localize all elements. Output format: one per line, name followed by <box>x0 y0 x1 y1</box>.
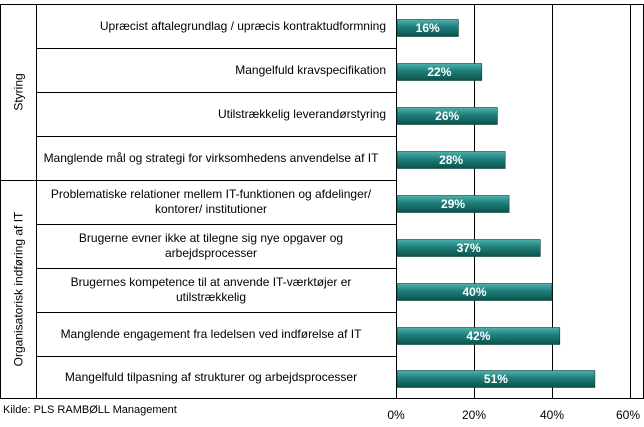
bar <box>396 239 541 257</box>
bar-value-label: 51% <box>484 372 508 386</box>
x-tick-label: 40% <box>539 408 565 422</box>
category-label: Upræcist aftalegrundlag / upræcis kontra… <box>99 18 386 33</box>
group-label: Organisatorisk indføring af IT <box>10 211 25 367</box>
category-label: Problematiske relationer mellem IT-funkt… <box>50 187 372 216</box>
bar <box>396 370 596 388</box>
bar <box>396 19 459 37</box>
category-label: Brugernes kompetence til at anvende IT-v… <box>70 275 352 304</box>
group-label: Styring <box>11 73 26 111</box>
category-label: Mangelfuld kravspecifikation <box>235 62 386 77</box>
bar-value-label: 42% <box>466 329 490 343</box>
bar-value-label: 29% <box>441 197 465 211</box>
bar-value-label: 40% <box>462 285 486 299</box>
category-label: Brugerne evner ikke at tilegne sig nye o… <box>78 231 344 260</box>
category-label: Utilstrækkelig leverandørstyring <box>217 106 386 121</box>
category-label: Mangelfuld tilpasning af strukturer og a… <box>64 369 358 384</box>
category-label: Manglende engagement fra ledelsen ved in… <box>60 326 362 341</box>
bar-value-label: 26% <box>435 109 459 123</box>
bar <box>396 283 553 301</box>
bar-value-label: 37% <box>457 241 481 255</box>
bar <box>396 327 561 345</box>
source-note: Kilde: PLS RAMBØLL Management <box>3 404 177 416</box>
bar <box>396 151 506 169</box>
bar <box>396 195 510 213</box>
x-tick-label: 20% <box>461 408 487 422</box>
bar-value-label: 28% <box>439 153 463 167</box>
bar <box>396 107 498 125</box>
x-tick-label: 0% <box>387 408 405 422</box>
x-tick-label: 60% <box>615 408 641 422</box>
category-label: Manglende mål og strategi for virksomhed… <box>43 150 379 165</box>
bar-value-label: 16% <box>416 21 440 35</box>
bar-value-label: 22% <box>427 65 451 79</box>
bar <box>396 63 483 81</box>
